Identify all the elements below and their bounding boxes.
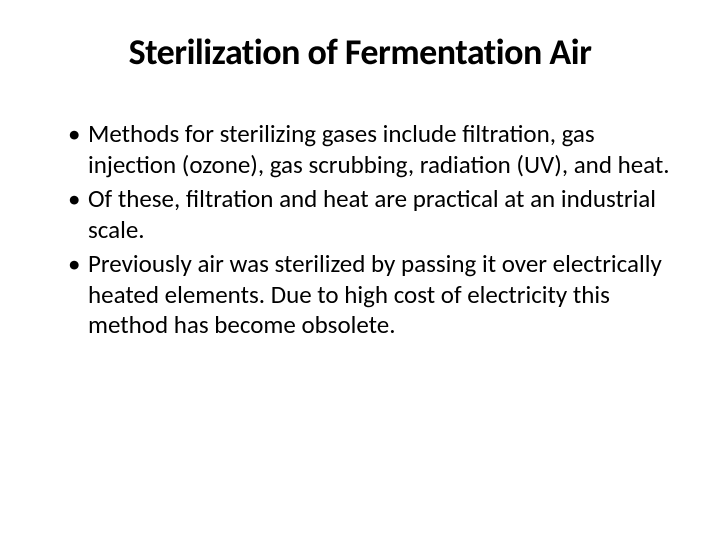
bullet-list: Methods for sterilizing gases include fi… — [50, 119, 670, 341]
slide-container: Sterilization of Fermentation Air Method… — [0, 0, 720, 540]
bullet-item: Of these, filtration and heat are practi… — [68, 184, 670, 245]
bullet-item: Previously air was sterilized by passing… — [68, 249, 670, 341]
bullet-item: Methods for sterilizing gases include fi… — [68, 119, 670, 180]
slide-title: Sterilization of Fermentation Air — [50, 30, 670, 74]
